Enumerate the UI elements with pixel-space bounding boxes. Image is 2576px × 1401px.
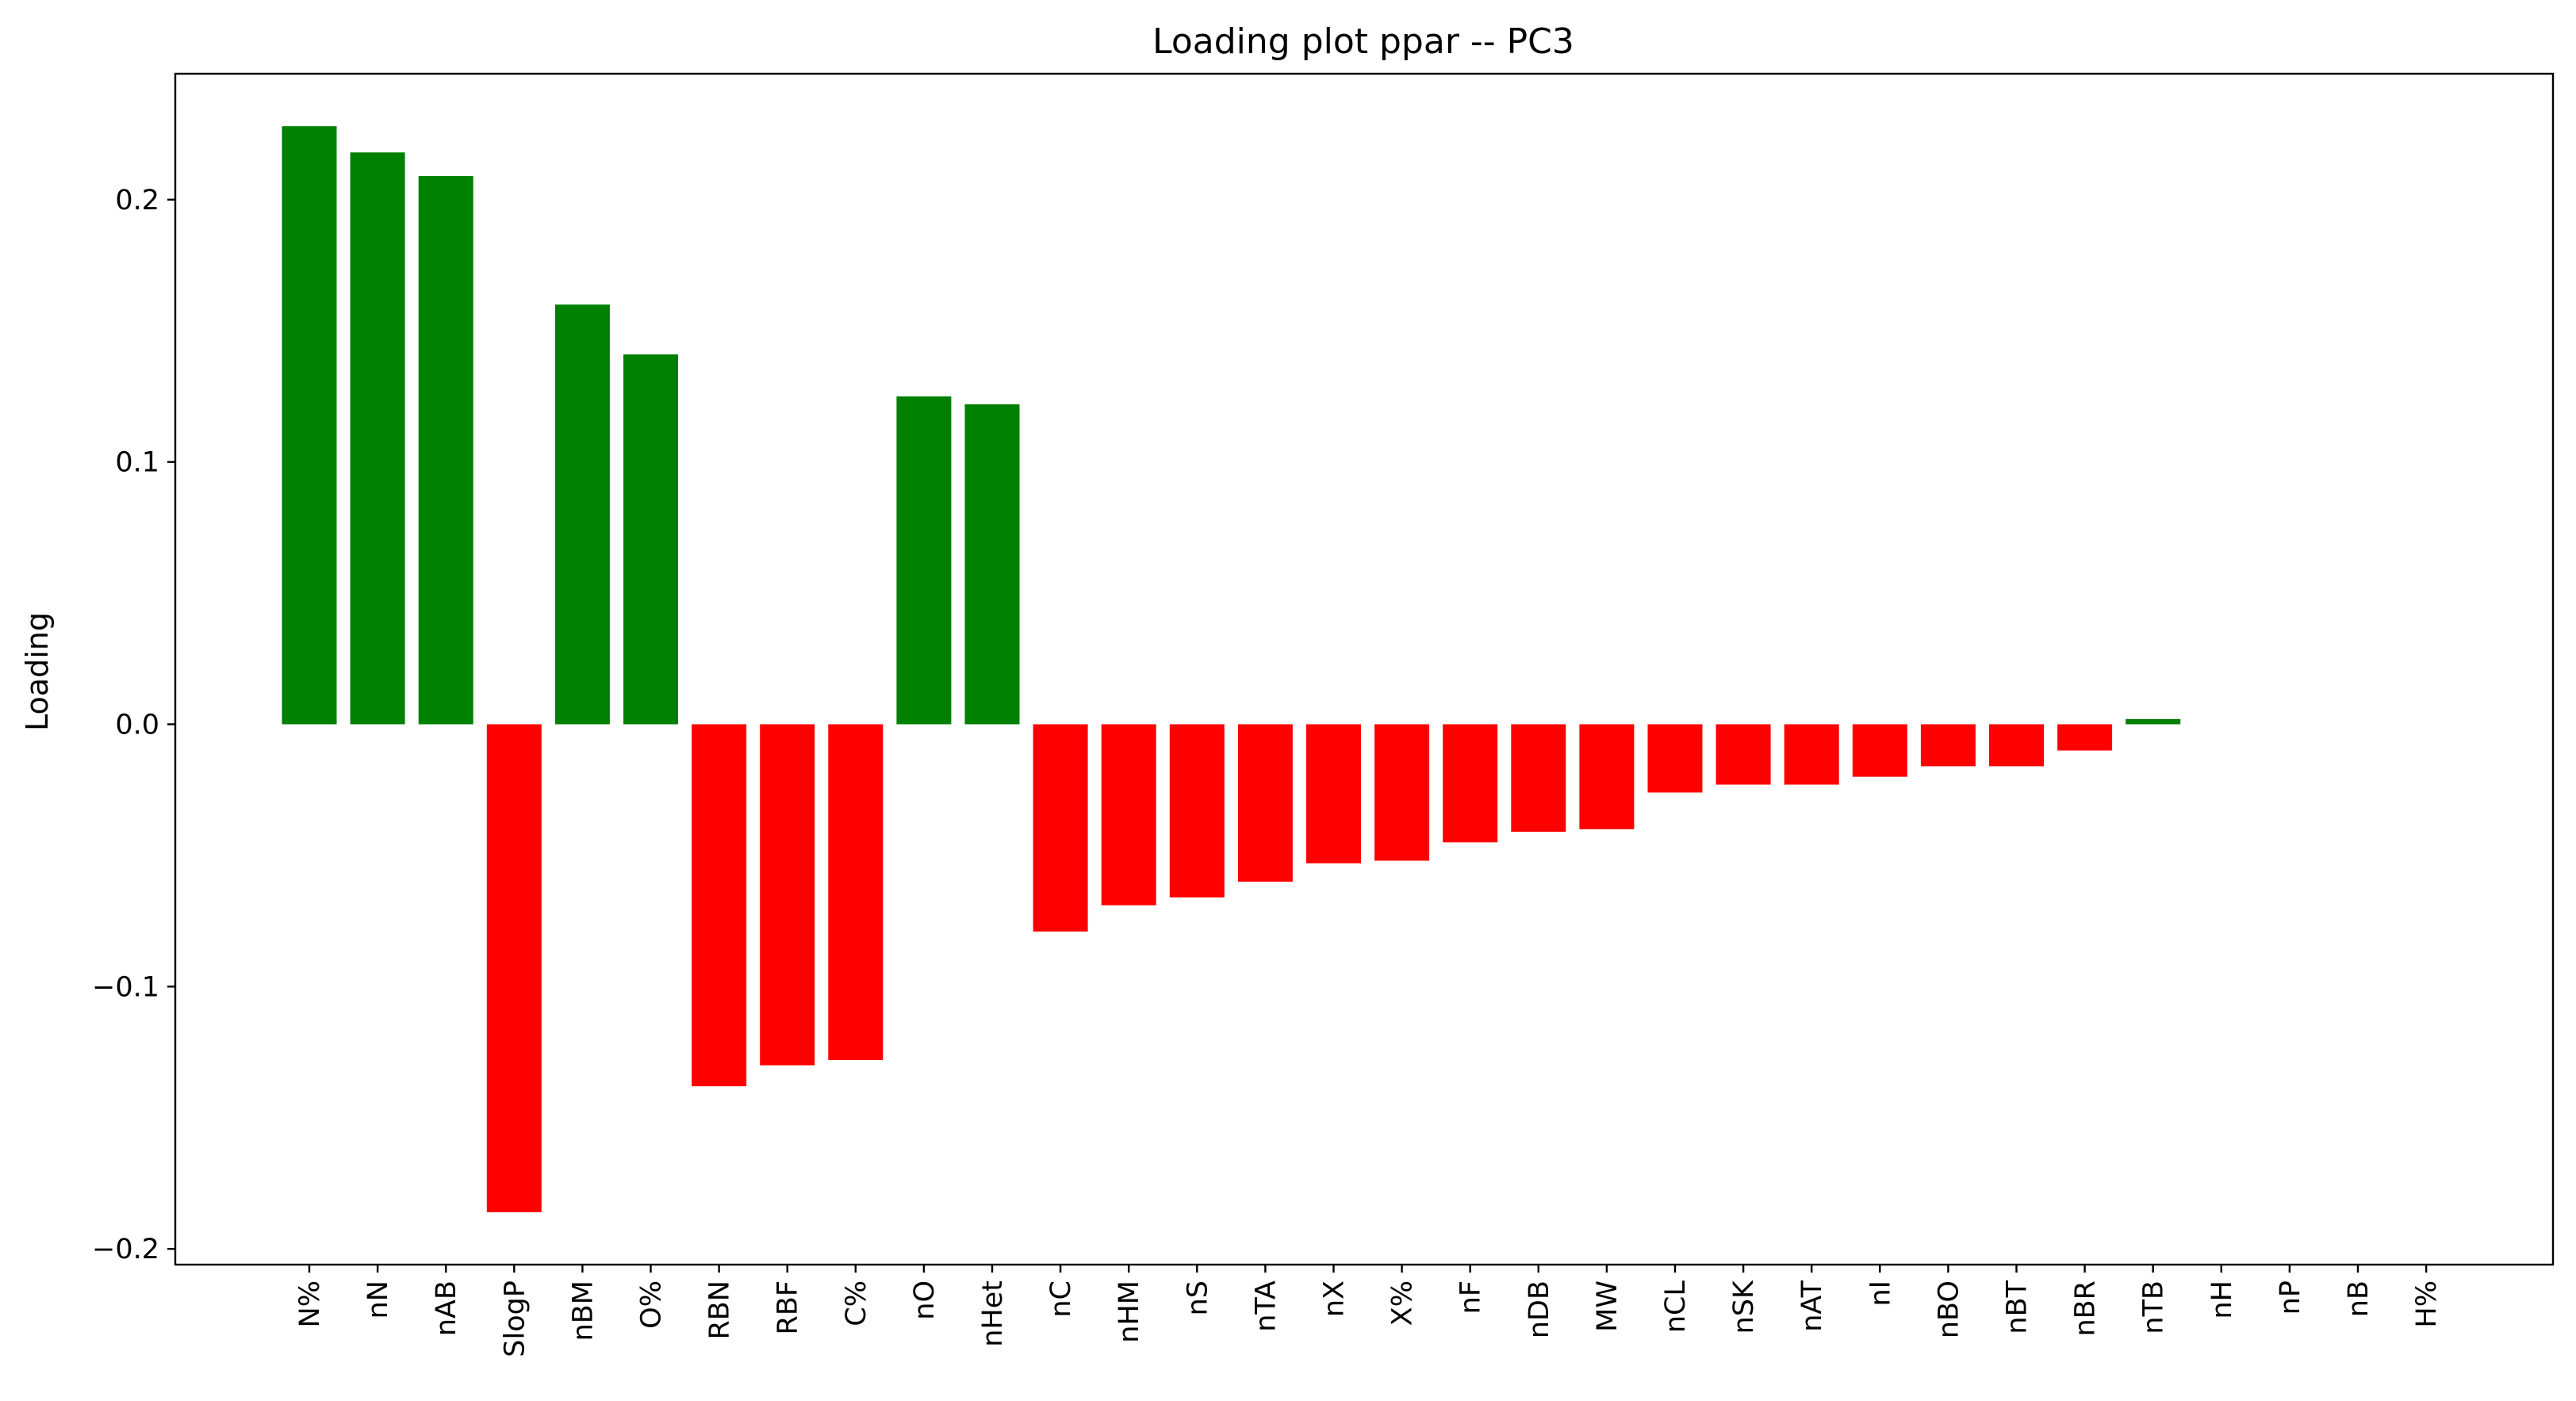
x-tick-label: nP bbox=[2275, 1280, 2306, 1315]
x-tick-label: nDB bbox=[1524, 1280, 1555, 1338]
bar-SlogP bbox=[486, 724, 542, 1212]
x-tick-label: C% bbox=[841, 1280, 872, 1326]
bar-nC bbox=[1033, 724, 1088, 932]
bar-nI bbox=[1852, 724, 1907, 777]
chart-title: Loading plot ppar -- PC3 bbox=[1152, 21, 1574, 62]
x-tick-label: RBF bbox=[772, 1280, 804, 1334]
bar-RBN bbox=[692, 724, 747, 1087]
x-ticks-layer: N% nN nAB SlogP nBM O% RBN RBF C% nO nHet nC nHM nS nT… bbox=[294, 1265, 2443, 1357]
y-tick-label: 0.0 bbox=[115, 709, 159, 741]
bar-nO bbox=[896, 396, 952, 725]
x-tick-label: nO bbox=[909, 1280, 941, 1320]
bar-C% bbox=[828, 724, 884, 1060]
bar-nAB bbox=[418, 176, 473, 725]
x-tick-label: nX bbox=[1319, 1280, 1351, 1317]
x-tick-label: RBN bbox=[704, 1280, 736, 1340]
x-tick-label: MW bbox=[1592, 1280, 1623, 1332]
x-tick-label: X% bbox=[1387, 1280, 1419, 1326]
x-tick-label: nH bbox=[2206, 1280, 2238, 1319]
x-tick-label: nI bbox=[1865, 1280, 1896, 1307]
x-tick-label: H% bbox=[2411, 1280, 2443, 1328]
bar-nHet bbox=[964, 404, 1020, 725]
bar-O% bbox=[623, 354, 678, 725]
bar-MW bbox=[1579, 724, 1635, 829]
y-tick-label: −0.1 bbox=[92, 971, 159, 1003]
x-tick-label: nTB bbox=[2138, 1280, 2170, 1334]
x-tick-label: nS bbox=[1182, 1280, 1213, 1315]
y-tick-label: −0.2 bbox=[92, 1234, 159, 1265]
bar-nF bbox=[1443, 724, 1498, 843]
bar-nCL bbox=[1647, 724, 1703, 793]
x-tick-label: nN bbox=[362, 1280, 394, 1319]
x-tick-label: nBR bbox=[2070, 1280, 2102, 1337]
x-tick-label: N% bbox=[294, 1280, 326, 1327]
plot-frame bbox=[174, 72, 2555, 1266]
bars-layer bbox=[282, 126, 2181, 1212]
x-tick-label: nHet bbox=[977, 1280, 1009, 1347]
bar-nBR bbox=[2057, 724, 2113, 751]
x-tick-label: nCL bbox=[1660, 1280, 1692, 1334]
bar-nN bbox=[350, 152, 405, 725]
x-tick-label: nTA bbox=[1250, 1280, 1282, 1332]
y-tick-label: 0.2 bbox=[115, 185, 159, 216]
bar-X% bbox=[1374, 724, 1430, 861]
x-tick-label: SlogP bbox=[499, 1280, 531, 1357]
y-axis-label: Loading bbox=[20, 612, 55, 731]
bar-nHM bbox=[1101, 724, 1156, 905]
bar-nAT bbox=[1784, 724, 1839, 785]
x-tick-label: nSK bbox=[1728, 1280, 1760, 1334]
bar-nBO bbox=[1920, 724, 1976, 767]
bar-nBT bbox=[1989, 724, 2044, 767]
x-tick-label: nB bbox=[2343, 1280, 2375, 1317]
x-tick-label: nF bbox=[1455, 1280, 1487, 1314]
x-tick-label: nC bbox=[1045, 1280, 1077, 1318]
x-tick-label: O% bbox=[636, 1280, 668, 1329]
bar-nDB bbox=[1511, 724, 1566, 833]
bar-nX bbox=[1306, 724, 1361, 863]
bar-nSK bbox=[1715, 724, 1771, 785]
x-tick-label: nBO bbox=[1933, 1280, 1965, 1338]
x-tick-label: nBT bbox=[2002, 1280, 2034, 1334]
bar-nBM bbox=[554, 304, 610, 725]
y-ticks-layer: −0.2 −0.1 0.0 0.1 0.2 bbox=[92, 185, 175, 1265]
x-tick-label: nAT bbox=[1796, 1280, 1828, 1331]
x-tick-label: nHM bbox=[1114, 1280, 1145, 1343]
bar-nS bbox=[1169, 724, 1225, 898]
bar-N% bbox=[282, 126, 337, 725]
x-tick-label: nAB bbox=[431, 1280, 462, 1336]
x-tick-label: nBM bbox=[567, 1280, 599, 1341]
bar-RBF bbox=[760, 724, 815, 1066]
bar-nTA bbox=[1237, 724, 1293, 882]
bar-nTB bbox=[2126, 718, 2181, 725]
y-tick-label: 0.1 bbox=[115, 447, 159, 479]
